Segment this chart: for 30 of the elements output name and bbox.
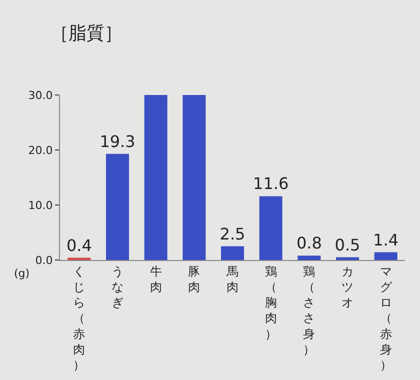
- y-tick-label: 10.0: [28, 198, 53, 212]
- bar: [182, 95, 206, 260]
- bar: [336, 257, 359, 260]
- x-tick-label: 牛肉: [150, 264, 162, 294]
- chart-title: ［脂質］: [50, 23, 122, 44]
- y-tick-label: 30.0: [28, 88, 53, 102]
- data-label: 2.5: [220, 224, 246, 244]
- data-label: 1.4: [373, 230, 399, 250]
- x-tick-label: うなぎ: [112, 264, 124, 310]
- data-label: 0.8: [296, 234, 322, 253]
- x-tick-label: 豚肉: [188, 264, 200, 294]
- bar: [106, 154, 129, 260]
- data-label: 19.3: [100, 132, 136, 151]
- x-tick-label: くじら（赤肉）: [73, 264, 86, 372]
- data-label: 0.4: [66, 236, 92, 255]
- y-tick-label: 0.0: [35, 254, 53, 267]
- y-axis-title: (g): [14, 267, 30, 280]
- bar: [221, 246, 244, 260]
- x-tick-label: 鶏（ささ身）: [303, 264, 316, 356]
- data-label: 11.6: [253, 174, 289, 194]
- x-tick-label: カツオ: [342, 264, 354, 310]
- x-tick-label: 馬肉: [226, 264, 238, 294]
- bar: [259, 196, 282, 260]
- x-tick-label: 鶏（胸肉）: [264, 264, 277, 341]
- y-tick-label: 20.0: [28, 144, 53, 157]
- bar: [298, 256, 321, 260]
- x-tick-label: マグロ（赤身）: [380, 264, 393, 372]
- data-label: 0.5: [334, 235, 360, 254]
- bar: [144, 95, 168, 260]
- bar: [374, 252, 398, 260]
